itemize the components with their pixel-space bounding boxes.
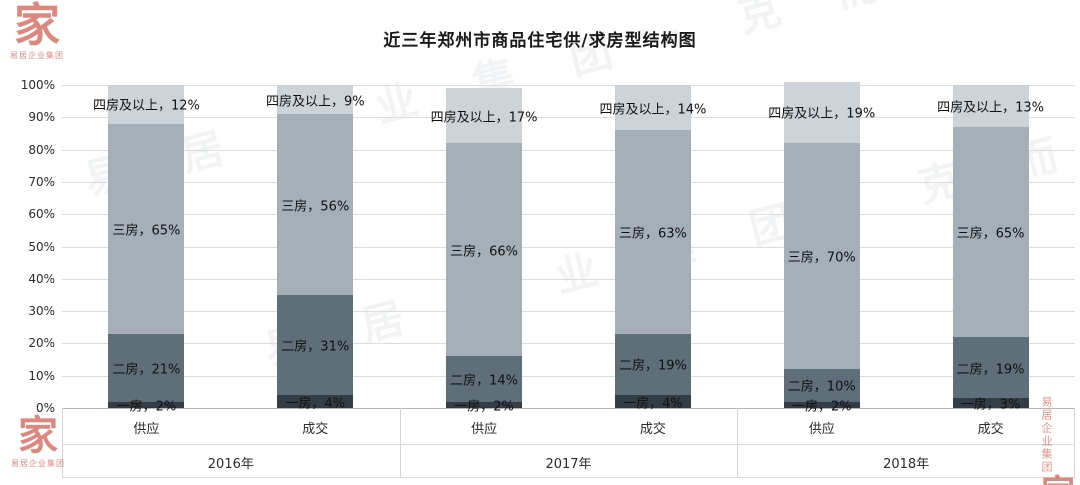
axis-group-separator [1074,408,1075,477]
x-axis-line [62,408,1075,409]
bar-segment-二房 [614,333,691,396]
data-label: 四房及以上，13% [937,100,1045,116]
gridline [62,311,1075,313]
gridline [62,149,1075,151]
x-group-label: 2018年 [883,457,930,472]
data-label: 三房，65% [956,226,1025,242]
bar-segment-二房 [952,336,1029,399]
data-label: 四房及以上，9% [265,94,365,110]
data-label: 一房，2% [454,399,514,415]
gridline [62,181,1075,183]
axis-group-separator [737,408,739,477]
bar-segment-二房 [277,294,354,396]
data-label: 一房，2% [116,399,177,415]
bar-segment-一房 [108,401,185,408]
bar-segment-二房 [108,333,185,402]
data-label: 四房及以上，14% [599,102,707,118]
bar-segment-四房及以上 [614,85,691,131]
y-tick-label: 60% [28,207,55,222]
data-label: 二房，31% [281,339,350,355]
x-group-label: 2016年 [207,457,254,472]
brand-text: 易居企业集团 [11,459,65,468]
bar-segment-四房及以上 [952,85,1029,127]
data-label: 二房，10% [787,379,856,395]
gridline [62,117,1075,119]
x-category-label: 成交 [639,422,666,437]
data-label: 三房，70% [787,250,856,266]
axis-group-separator [62,408,63,477]
x-group-label: 2017年 [545,457,592,472]
brand-text: 易居企业集团 [10,51,64,60]
plot-area: 0% 10% 20% 30% 40% 50% 60% 70% 80% 90% 100% 一房，2% 二房… [21,78,1075,415]
bar-segment-一房 [783,401,860,408]
data-label: 一房，4% [285,396,346,412]
data-label: 一房，2% [791,399,852,415]
gridline [62,214,1075,216]
y-tick-label: 70% [28,174,55,189]
bar-segment-三房 [614,130,691,334]
bar-segment-四房及以上 [783,81,860,144]
bar-segment-三房 [277,114,354,295]
bar-segment-三房 [783,143,860,370]
data-label: 一房，3% [960,397,1021,413]
data-label: 四房及以上，19% [768,106,876,122]
y-tick-label: 0% [35,401,55,415]
y-tick-label: 30% [28,304,55,319]
y-tick-label: 100% [20,78,55,92]
y-tick-label: 80% [28,142,55,157]
x-axis: 供应 成交 供应 成交 供应 成交 2016年 2017年 2018年 [62,408,1075,478]
gridline [62,375,1075,377]
bar-segment-一房 [446,401,523,408]
data-label: 四房及以上，12% [92,98,200,114]
data-label: 二房，19% [618,358,687,374]
x-category-label: 供应 [808,422,835,437]
bar-segment-四房及以上 [108,85,185,124]
y-tick-label: 10% [28,368,55,383]
axis-divider-line [62,444,1075,445]
gridline [62,246,1075,248]
gridline [62,343,1075,345]
data-label: 二房，14% [450,373,519,389]
data-label: 三房，66% [450,244,519,260]
x-category-label: 成交 [302,422,329,437]
data-label: 三房，63% [618,226,687,242]
data-label: 三房，65% [112,223,181,239]
bar-segment-一房 [614,395,691,408]
bar-segment-四房及以上 [446,88,523,144]
bar-segment-三房 [446,143,523,357]
brand-logo-icon: 家 [18,413,58,459]
page-title: 近三年郑州市商品住宅供/求房型结构图 [383,31,697,51]
bar-segment-二房 [783,369,860,402]
watermark-stamp-bottom-left: 家 易居企业集团 [6,416,70,469]
data-label: 二房，21% [112,362,181,378]
bar-segment-三房 [952,127,1029,337]
axis-divider-line [62,477,1075,478]
x-category-label: 成交 [977,422,1004,437]
x-category-label: 供应 [133,422,160,437]
data-label: 三房，56% [281,199,350,215]
data-label: 四房及以上，17% [430,110,538,126]
data-label: 二房，19% [956,362,1025,378]
gridline [62,278,1075,280]
bar-segment-四房及以上 [277,85,354,115]
bar-segment-一房 [277,395,354,408]
y-tick-label: 50% [28,239,55,254]
data-label: 一房，4% [623,396,683,412]
axis-group-separator [399,408,401,477]
x-category-label: 供应 [471,422,498,437]
y-tick-label: 40% [28,271,55,286]
bar-segment-二房 [446,356,523,402]
y-tick-label: 90% [28,110,55,125]
y-tick-label: 20% [28,336,55,351]
bar-segment-一房 [952,398,1029,408]
bar-segment-三房 [108,123,185,334]
gridline [62,85,1075,86]
